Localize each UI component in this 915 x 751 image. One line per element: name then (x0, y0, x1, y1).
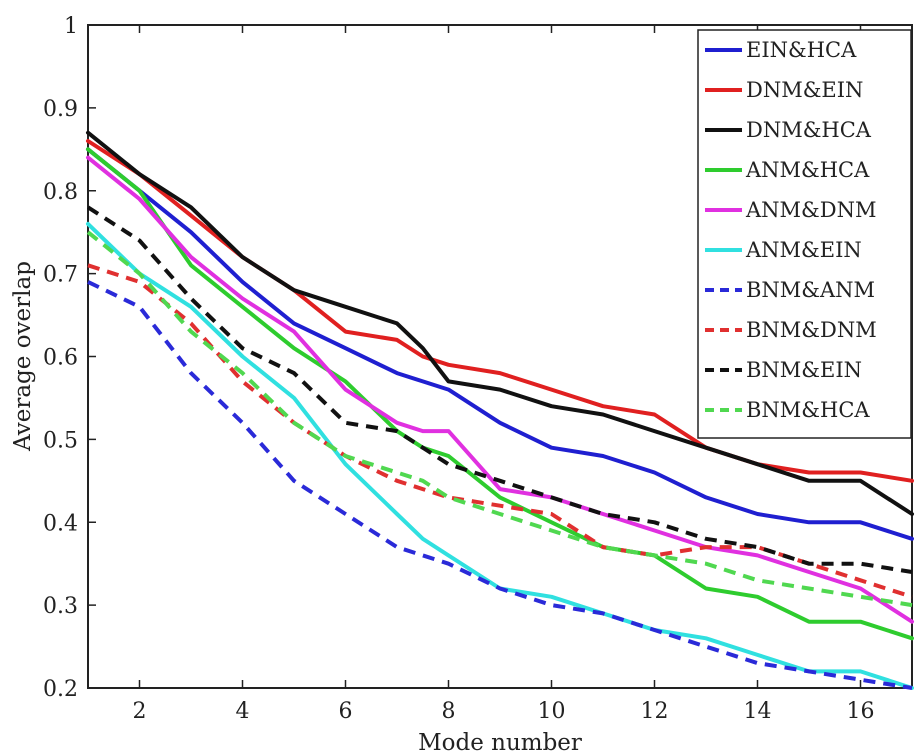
series-line-bnm-ein (86, 205, 913, 574)
x-tick-label: 14 (744, 699, 772, 724)
series-line-anm-hca (86, 147, 914, 641)
series-line-anm-ein (86, 221, 914, 690)
axis-layer: 2 4 6 8 10 12 14 16 0.2 0.3 0.4 0.5 0.6 0.7 0.8 0.9 1 (43, 14, 875, 724)
x-tick-label: 6 (339, 699, 353, 724)
series-line-anm-dnm (86, 155, 914, 624)
x-tick-label: 16 (847, 699, 875, 724)
x-tick-label: 12 (641, 699, 669, 724)
legend-label: EIN&HCA (746, 38, 857, 62)
series-line-bnm-anm (87, 280, 913, 690)
legend-label: BNM&ANM (746, 278, 875, 302)
x-tick-label: 8 (442, 699, 456, 724)
y-tick-label: 0.9 (43, 97, 78, 122)
legend-label: DNM&HCA (746, 118, 872, 142)
x-tick-label: 2 (133, 699, 147, 724)
x-axis-label: Mode number (418, 730, 582, 751)
legend-label: ANM&EIN (745, 238, 862, 262)
x-tick-label: 10 (538, 699, 566, 724)
legend-box (697, 29, 912, 439)
legend-label: ANM&HCA (745, 158, 870, 182)
y-tick-label: 0.2 (43, 677, 78, 702)
y-tick-label: 0.5 (43, 428, 78, 453)
x-tick-label: 4 (236, 699, 250, 724)
legend-label: BNM&EIN (746, 358, 862, 382)
series-line-ein-hca (86, 147, 914, 541)
series-line-bnm-hca (86, 230, 913, 608)
legend-label: ANM&DNM (745, 198, 876, 222)
y-tick-label: 0.3 (43, 594, 78, 619)
legend-label: DNM&EIN (746, 78, 863, 102)
y-tick-label: 0.4 (43, 511, 78, 536)
y-tick-label: 1 (64, 14, 78, 39)
legend-label: BNM&HCA (746, 398, 870, 422)
legend-label: BNM&DNM (746, 318, 877, 342)
y-tick-label: 0.6 (43, 346, 78, 371)
legend: EIN&HCA DNM&EIN DNM&HCA ANM&HCA ANM&DNM ANM&E… (697, 29, 912, 439)
y-tick-label: 0.8 (43, 180, 78, 205)
y-axis-label: Average overlap (10, 261, 36, 452)
series-layer (86, 130, 914, 690)
series-line-dnm-hca (86, 130, 914, 516)
y-tick-label: 0.7 (43, 263, 78, 288)
